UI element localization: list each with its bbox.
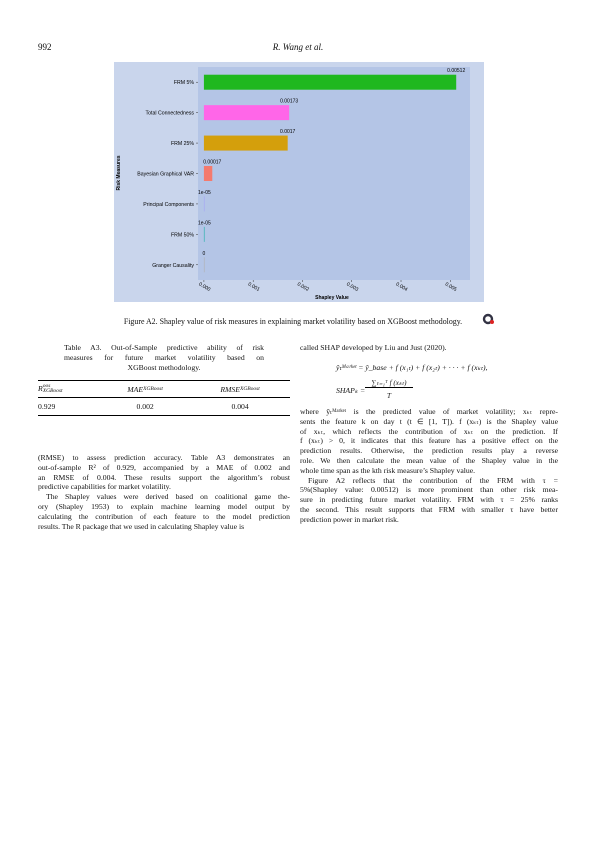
text-line: results. The R package that we used in c… [38,521,245,531]
value-label: 1e-05 [198,190,211,196]
caption-line: XGBoost methodology. [127,363,201,372]
page-number: 992 [38,42,52,52]
value-label: 0.0017 [280,129,296,135]
y-tick-label: FRM 50% [171,232,194,238]
y-tick-label: Granger Causality [152,263,194,269]
header-sub: XGBoost [143,386,163,393]
bar [203,105,290,121]
value-label: 0.00512 [447,68,465,74]
header-cell: MAEXGBoost [100,381,190,398]
text-line: predictive capabilities for market volat… [38,482,171,492]
text-line: of xₖₜ, which reflects the contribution … [300,426,558,436]
y-axis-label: Risk Measures [116,155,122,190]
crossmark-icon [482,313,494,325]
bar [203,257,205,273]
x-tick-label: 0.005 [444,281,458,293]
header-base: RMSE [220,384,240,394]
bar [203,196,205,212]
bar [203,135,288,151]
plot-background [198,67,470,280]
text-line: prediction results. Otherwise, the predi… [300,446,558,456]
x-axis-label: Shapley Value [315,295,349,301]
header-sub: XGBoost [42,388,63,395]
text-line: sents the feature k on day t (t ∈ [1, T]… [300,416,558,426]
intro-line: called SHAP developed by Liu and Just (2… [300,343,447,352]
text-line: sure in predicting future market volatil… [300,495,558,505]
value-label: 0 [203,251,206,257]
text-line: whole time span as the kth risk measure’… [300,465,476,475]
text-line: f (xₖₜ) > 0, it indicates that this feat… [300,436,558,446]
running-head: R. Wang et al. [272,42,324,52]
equation-numerator: ∑ₜ₌₁ᵀ f (xₖₜ) [365,378,413,388]
y-tick-label: Bayesian Graphical VAR [137,172,194,178]
text-line: Figure A2 reflects that the contribution… [308,475,558,485]
text-line: out-of-sample R² of 0.929, accompanied b… [38,462,290,472]
header-row: Roos XGBoost MAEXGBoost RMSEXGBoost [38,380,290,398]
text-line: role. We then calculate the mean value o… [300,456,558,465]
equation-denominator: T [387,392,391,400]
header-base: R [38,383,43,393]
table-cell: 0.002 [136,402,154,411]
text-line: prediction power in market risk. [300,514,399,524]
header-scripts: XGBoost [239,386,260,393]
table-row: 0.929 0.002 0.004 [38,398,290,416]
text-line: an RMSE of 0.004. These results support … [38,472,290,482]
y-tick-label: FRM 5% [174,80,195,86]
x-tick-label: 0.004 [395,281,409,293]
header-cell: RMSEXGBoost [190,381,290,398]
bar [203,226,205,242]
y-tick-label: Total Connectedness [146,111,195,117]
header-sup: oos [42,383,51,390]
value-label: 1e-05 [198,220,211,226]
caption-line: measures for future market volatility ba… [64,353,264,362]
text-line: the second. This result supports that FR… [300,505,558,514]
text-line: calculating the contribution of each fea… [38,511,290,521]
x-tick-label: 0.002 [296,281,310,293]
chart: Shapley Value Risk Measures 0.000 0.001 0.… [114,62,484,302]
text-line: ory (Shapley 1953) to explain machine le… [38,502,290,511]
table-cell: 0.929 [38,402,56,411]
bar [203,74,457,90]
text-line: The Shapley values were derived based on… [46,492,290,502]
text-line: (RMSE) to assess prediction accuracy. Ta… [38,453,290,462]
figure-caption: Figure A2. Shapley value of risk measure… [123,317,463,326]
x-tick-label: 0.003 [345,281,359,293]
header-sub: XGBoost [239,386,260,393]
equation-lhs: SHAPₖ = [336,386,366,395]
y-tick-label: FRM 25% [171,141,194,147]
text-line: 5%(Shapley value: 0.00512) is more promi… [300,485,558,495]
equation: ŷₜᴹᵃʳᵏᵉᵗ = ŷ_base + f (x₁ₜ) + f (x₂ₜ) + … [336,363,488,372]
value-label: 0.00173 [280,99,298,105]
value-label: 0.00017 [203,160,221,166]
y-tick-label: Principal Components [143,202,194,208]
header-scripts: oos XGBoost [42,383,63,395]
table: Roos XGBoost MAEXGBoost RMSEXGBoost 0.929 0.0… [38,380,290,416]
caption-line: Table A3. Out-of-Sample predictive abili… [64,343,264,352]
header-base: MAE [127,384,144,394]
header-cell: Roos XGBoost [38,381,100,398]
header-scripts: XGBoost [143,386,163,393]
bar [203,166,213,181]
x-tick-label: 0.000 [197,281,211,293]
text-line: where ŷₜᴹᵃʳᵏᵉᵗ is the predicted value of… [300,407,558,416]
table-cell: 0.004 [231,402,249,411]
x-tick-label: 0.001 [247,281,261,293]
